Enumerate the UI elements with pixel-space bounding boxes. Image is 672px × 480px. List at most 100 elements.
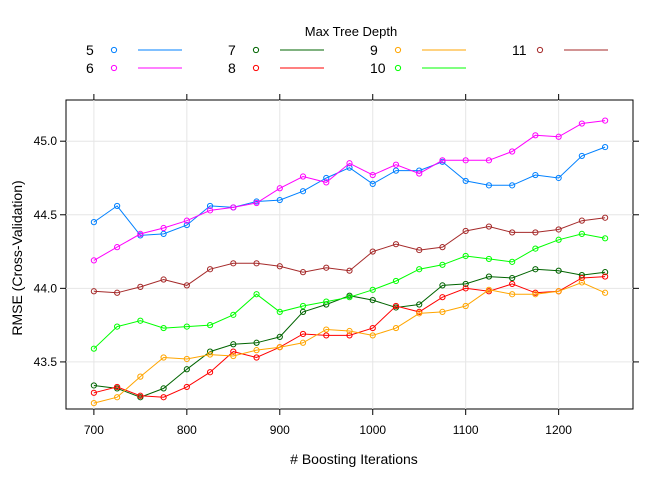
data-point [183, 221, 190, 229]
data-point [392, 167, 400, 174]
data-point [90, 219, 97, 226]
series-line-9 [93, 281, 606, 404]
data-point [299, 308, 307, 315]
data-point [509, 258, 516, 265]
data-point [509, 291, 516, 298]
data-point [114, 202, 121, 210]
data-point [323, 264, 330, 271]
data-point [416, 310, 423, 317]
data-point [230, 260, 237, 267]
data-point [276, 344, 283, 351]
legend-marker [536, 46, 544, 54]
data-point [509, 229, 516, 236]
data-point [392, 324, 400, 332]
x-tick-label: 1100 [453, 423, 479, 437]
data-point [276, 308, 283, 315]
legend-item-6: 6 [86, 60, 182, 76]
data-point [369, 171, 376, 179]
data-point [578, 274, 585, 282]
data-point [346, 160, 353, 167]
data-point [230, 348, 237, 355]
data-point [485, 255, 493, 263]
y-tick-label: 43.5 [34, 355, 58, 369]
data-point [323, 332, 330, 339]
data-point [602, 269, 609, 276]
data-point [299, 302, 307, 310]
series-5 [90, 143, 609, 239]
data-point [602, 143, 609, 151]
data-point [578, 152, 585, 160]
data-point [369, 248, 376, 255]
data-point [206, 207, 214, 214]
legend-label: 10 [370, 60, 386, 76]
data-point [416, 266, 423, 273]
legend-marker [394, 64, 402, 72]
data-point [183, 282, 190, 289]
x-axis-title: # Boosting Iterations [290, 451, 418, 467]
legend-label: 5 [86, 42, 94, 58]
data-point [439, 244, 446, 251]
data-point [485, 223, 493, 230]
data-point [509, 148, 516, 155]
data-point [206, 351, 214, 358]
series-6 [90, 117, 609, 264]
data-point [392, 277, 400, 285]
data-point [114, 244, 121, 251]
data-point [90, 389, 97, 396]
legend-marker [110, 46, 118, 54]
data-point [485, 286, 493, 293]
x-tick-label: 700 [84, 423, 104, 437]
data-point [160, 224, 167, 232]
legend-item-5: 5 [86, 42, 182, 58]
data-point [160, 324, 167, 332]
data-point [183, 366, 190, 373]
data-point [137, 283, 144, 290]
y-tick-label: 44.0 [34, 281, 58, 295]
data-point [299, 330, 307, 338]
data-point [462, 157, 469, 164]
data-point [555, 236, 562, 243]
data-point [183, 323, 190, 330]
data-point [578, 217, 585, 224]
data-point [462, 227, 469, 235]
data-point [230, 204, 237, 211]
legend-label: 11 [512, 42, 527, 58]
data-point [323, 326, 330, 333]
data-point [369, 180, 376, 187]
data-point [462, 302, 469, 310]
legend-item-10: 10 [370, 60, 466, 76]
x-tick-label: 1200 [545, 423, 572, 437]
data-point [555, 133, 562, 140]
data-point [276, 333, 283, 340]
data-point [346, 267, 353, 274]
data-point [602, 117, 609, 124]
series-10 [90, 230, 609, 352]
series-line-7 [93, 268, 606, 398]
data-point [532, 229, 539, 236]
legend-item-11: 11 [512, 42, 608, 58]
series-line-11 [93, 217, 606, 294]
data-point [532, 132, 539, 139]
data-point [137, 373, 144, 380]
series-9 [90, 279, 609, 407]
data-point [555, 267, 562, 274]
data-point [578, 230, 585, 237]
series-line-6 [93, 120, 606, 261]
legend-label: 6 [86, 60, 94, 76]
data-point [509, 182, 516, 189]
data-point [206, 266, 214, 273]
data-point [114, 394, 121, 401]
series-11 [90, 214, 609, 296]
data-point [206, 322, 214, 329]
data-point [555, 226, 562, 233]
data-point [299, 188, 307, 195]
data-point [299, 173, 307, 180]
data-point [346, 164, 353, 171]
data-point [462, 252, 469, 260]
data-point [439, 157, 446, 164]
data-point [323, 298, 330, 305]
data-point [114, 383, 121, 391]
data-point [392, 302, 400, 310]
legend-item-7: 7 [228, 42, 324, 58]
data-point [90, 257, 97, 264]
